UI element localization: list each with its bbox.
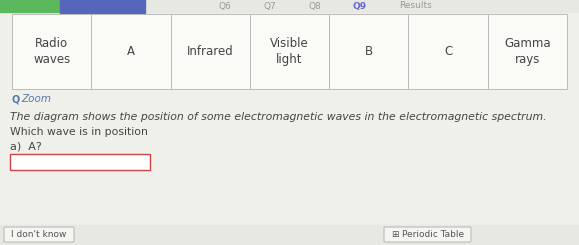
FancyBboxPatch shape <box>384 227 471 242</box>
Text: Radio
waves: Radio waves <box>33 37 70 66</box>
FancyBboxPatch shape <box>4 227 74 242</box>
Text: Q9: Q9 <box>353 1 367 11</box>
Bar <box>0 0 60 12</box>
Text: A: A <box>127 45 135 58</box>
Bar <box>250 14 329 89</box>
Text: Visible
light: Visible light <box>270 37 309 66</box>
Text: Which wave is in position: Which wave is in position <box>10 127 148 137</box>
Bar <box>329 14 408 89</box>
Text: a)  A?: a) A? <box>10 141 42 151</box>
Text: I don't know: I don't know <box>12 230 67 239</box>
Bar <box>91 14 171 89</box>
Text: Q8: Q8 <box>309 1 321 11</box>
Text: Zoom: Zoom <box>21 94 51 104</box>
Bar <box>171 14 250 89</box>
Text: Q6: Q6 <box>219 1 232 11</box>
Text: C: C <box>444 45 452 58</box>
Text: Results: Results <box>398 1 431 11</box>
Text: Periodic Table: Periodic Table <box>402 230 464 239</box>
Bar <box>60 0 145 16</box>
Bar <box>0 0 579 12</box>
Text: ⊞: ⊞ <box>391 230 398 239</box>
Bar <box>0 225 579 245</box>
Bar <box>408 14 488 89</box>
Bar <box>488 14 567 89</box>
Text: Gamma
rays: Gamma rays <box>504 37 551 66</box>
Text: Infrared: Infrared <box>187 45 233 58</box>
Bar <box>12 14 91 89</box>
Text: The diagram shows the position of some electromagnetic waves in the electromagne: The diagram shows the position of some e… <box>10 112 547 122</box>
Text: Q: Q <box>12 94 20 104</box>
Bar <box>10 154 150 170</box>
Text: B: B <box>365 45 373 58</box>
Text: Q7: Q7 <box>263 1 276 11</box>
